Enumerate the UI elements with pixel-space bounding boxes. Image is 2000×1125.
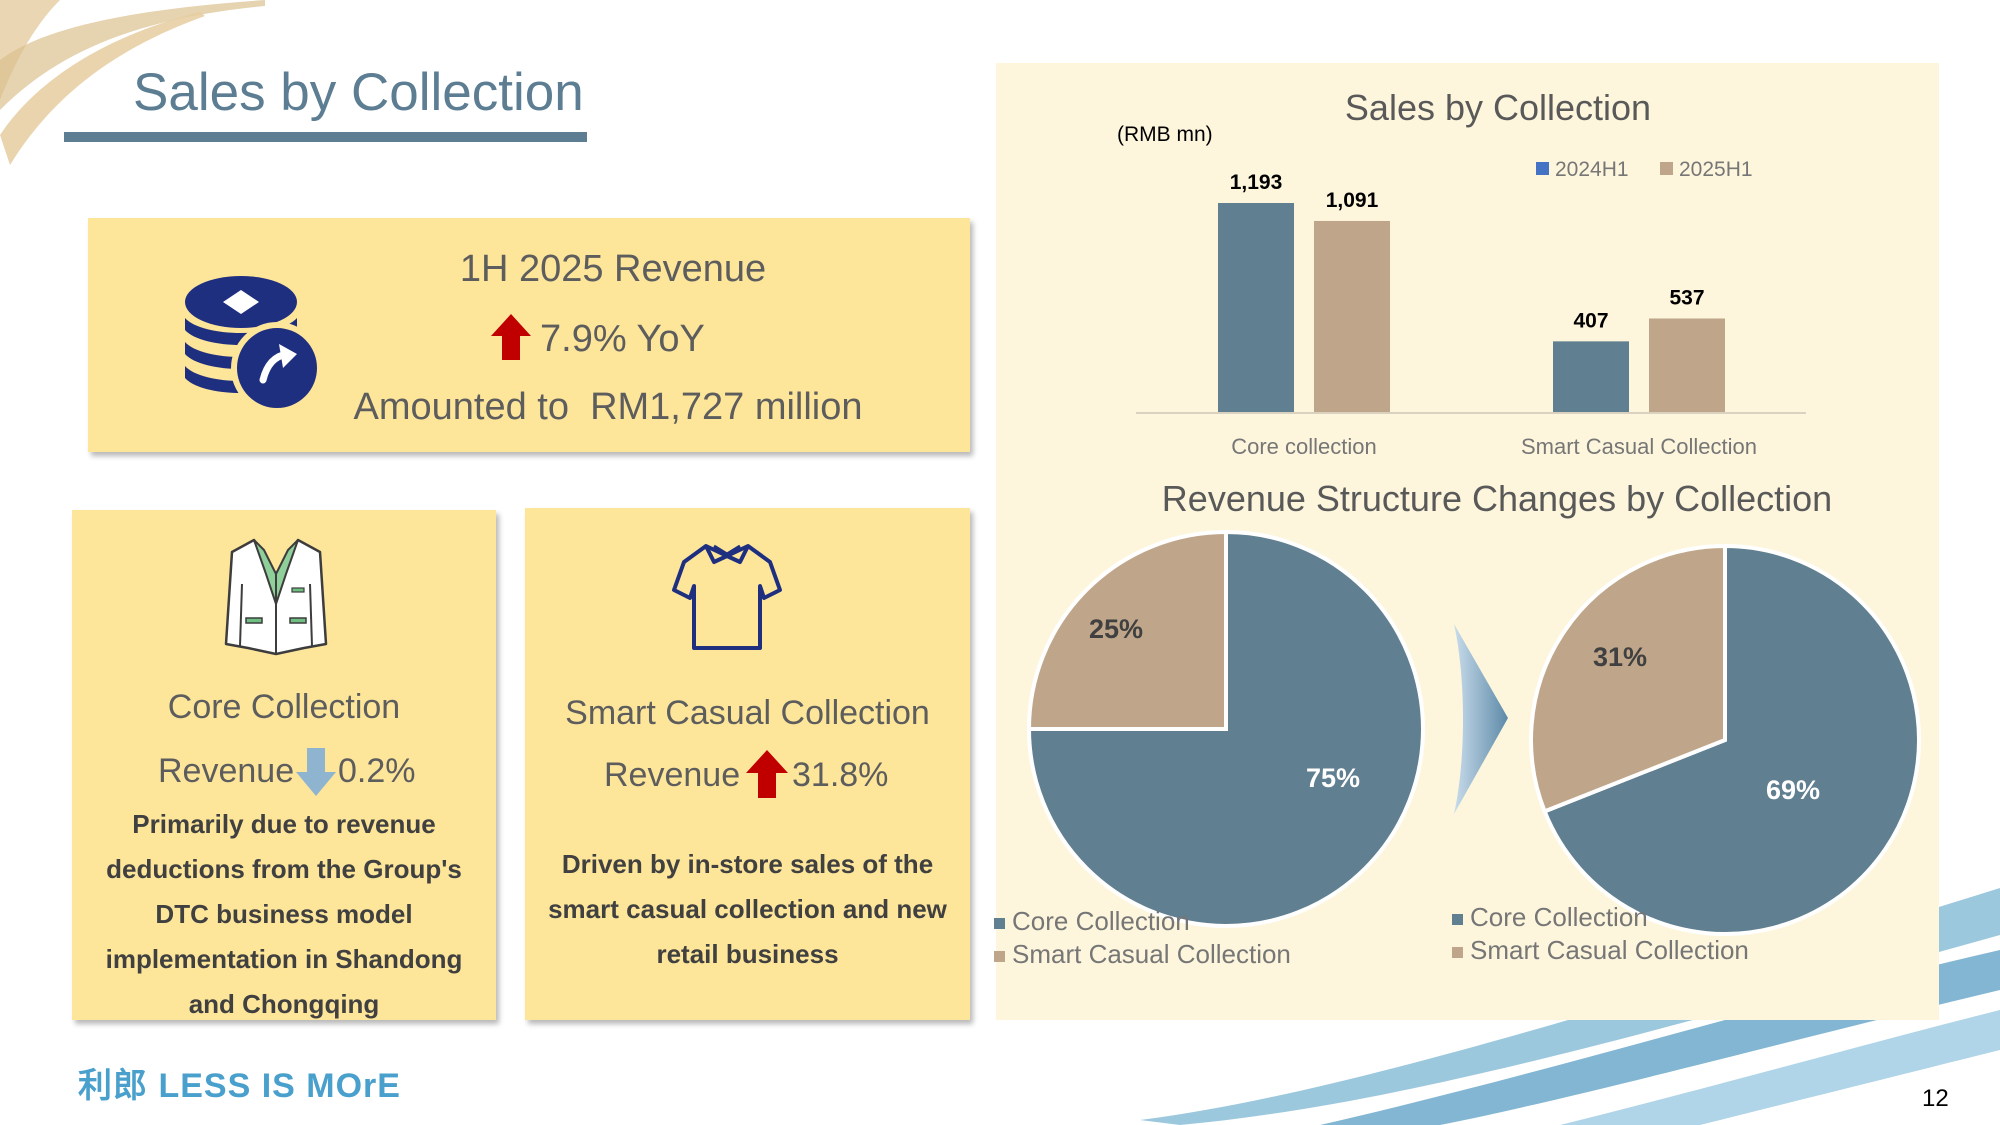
- legend-label: Smart Casual Collection: [1470, 935, 1749, 965]
- blazer-icon: [224, 538, 328, 656]
- legend-swatch: [1452, 947, 1463, 958]
- core-collection-title: Core Collection: [167, 688, 401, 726]
- core-revenue-change: 0.2%: [338, 752, 416, 790]
- legend-label: Core Collection: [1470, 902, 1648, 932]
- arrow-down-icon: [296, 748, 336, 796]
- bar-data-label: 1,193: [1230, 171, 1283, 194]
- bar-2024H1-1: [1553, 341, 1629, 413]
- description-line: DTC business model: [155, 899, 413, 929]
- arrow-up-icon: [746, 750, 788, 798]
- bar-2024H1-0: [1218, 203, 1294, 413]
- smart-casual-card: Smart Casual Collection Revenue 31.8% Dr…: [525, 508, 970, 1020]
- shirt-icon: [672, 544, 782, 650]
- pie-slice-69: [1542, 543, 1921, 936]
- casual-description: Driven by in-store sales of the smart ca…: [525, 842, 970, 977]
- bar-chart-legend: 2024H1 2025H1: [1536, 158, 1753, 181]
- revenue-heading: 1H 2025 Revenue: [459, 248, 767, 290]
- core-revenue-label: Revenue: [158, 752, 295, 790]
- description-line: and Chongqing: [188, 989, 380, 1019]
- pie-slice-75: [1026, 529, 1425, 928]
- legend-swatch: [994, 951, 1005, 962]
- bar-chart-bars: 1,193 1,091 Core collection 407 537 Smart Cas…: [1218, 171, 1757, 459]
- bar-2025H1-1: [1649, 318, 1725, 413]
- casual-revenue-change: 31.8%: [792, 756, 889, 794]
- legend-swatch: [994, 918, 1005, 929]
- pie-data-label: 69%: [1766, 775, 1820, 805]
- title-underline: [64, 132, 587, 142]
- bar-chart-title: Sales by Collection: [1345, 87, 1651, 128]
- page-title: Sales by Collection: [133, 63, 584, 122]
- core-description: Primarily due to revenue deductions from…: [72, 802, 496, 1027]
- description-line: deductions from the Group's: [106, 854, 462, 884]
- pie-data-label: 25%: [1089, 614, 1143, 644]
- description-line: Driven by in-store sales of the: [561, 849, 934, 879]
- bar-2025H1-0: [1314, 220, 1390, 413]
- transition-arrow-icon: [1454, 624, 1508, 814]
- bar-data-label: 1,091: [1326, 189, 1379, 212]
- pie-data-label: 31%: [1593, 642, 1647, 672]
- arrow-up-icon: [491, 314, 531, 360]
- core-collection-card: Core Collection Revenue 0.2% Primarily d…: [72, 510, 496, 1020]
- bar-chart-unit-label: (RMB mn): [1117, 123, 1213, 146]
- legend-label: 2024H1: [1555, 158, 1629, 181]
- revenue-amount: Amounted to RM1,727 million: [353, 386, 863, 428]
- legend-swatch: [1452, 914, 1463, 925]
- page-number: 12: [1922, 1085, 1949, 1112]
- brand-logo: 利郎 LESS IS MOrE: [78, 1067, 401, 1105]
- bar-chart: Sales by Collection (RMB mn) 2024H1 2025H…: [1117, 87, 1806, 459]
- description-line: retail business: [656, 939, 839, 969]
- pie-chart-title: Revenue Structure Changes by Collection: [1162, 478, 1832, 519]
- legend-label: Smart Casual Collection: [1012, 939, 1291, 969]
- description-line: smart casual collection and new: [548, 894, 947, 924]
- bar-category-label: Smart Casual Collection: [1521, 434, 1757, 459]
- legend-swatch: [1536, 162, 1549, 175]
- description-line: Primarily due to revenue: [132, 809, 436, 839]
- pie-slice-31: [1529, 543, 1727, 815]
- description-line: implementation in Shandong: [105, 944, 463, 974]
- revenue-card: 1H 2025 Revenue 7.9% YoY Amounted to RM1…: [88, 218, 970, 452]
- revenue-yoy: 7.9% YoY: [540, 318, 705, 360]
- casual-revenue-label: Revenue: [604, 756, 741, 794]
- legend-swatch: [1660, 162, 1673, 175]
- legend-label: 2025H1: [1679, 158, 1753, 181]
- pie-slice-25: [1026, 529, 1228, 731]
- smart-casual-title: Smart Casual Collection: [565, 694, 930, 732]
- bar-category-label: Core collection: [1231, 434, 1377, 459]
- coins-growth-icon: [185, 276, 323, 412]
- bar-data-label: 407: [1573, 309, 1608, 332]
- pie-data-label: 75%: [1306, 763, 1360, 793]
- bar-data-label: 537: [1669, 286, 1704, 309]
- decor-swoosh-top-left: [0, 0, 265, 165]
- legend-label: Core Collection: [1012, 906, 1190, 936]
